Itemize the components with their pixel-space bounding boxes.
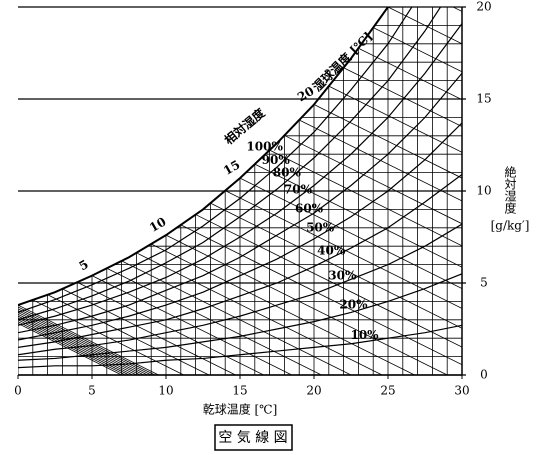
legend-label: 10% <box>350 328 379 342</box>
wet-bulb-line <box>239 177 462 375</box>
wet-bulb-line <box>195 214 462 375</box>
y-tick-label: 10 <box>476 184 491 198</box>
rh-curve <box>18 23 462 326</box>
wet-bulb-tick-label: 5 <box>77 257 91 273</box>
wet-bulb-line <box>136 252 383 375</box>
wet-bulb-line <box>91 275 292 375</box>
x-tick-label: 20 <box>306 384 321 398</box>
wet-bulb-line <box>18 304 159 375</box>
x-tick-label: 15 <box>232 384 247 398</box>
caption-box <box>214 424 293 451</box>
wet-bulb-line <box>32 299 184 375</box>
wet-bulb-line <box>18 260 130 375</box>
wet-bulb-line <box>18 282 144 375</box>
x-tick-label: 0 <box>14 384 22 398</box>
wet-bulb-line <box>402 7 462 375</box>
wet-bulb-line <box>165 234 448 375</box>
wet-bulb-line <box>254 163 462 375</box>
wet-bulb-line <box>343 67 462 375</box>
wet-bulb-line <box>18 293 152 375</box>
wet-bulb-line <box>18 277 141 375</box>
wet-bulb-line <box>269 149 462 375</box>
wet-bulb-line <box>180 224 462 375</box>
y-tick-label: 0 <box>480 368 488 382</box>
wet-bulb-line <box>77 281 264 375</box>
legend-label: 20% <box>339 298 368 312</box>
legend-label: 100% <box>246 139 283 153</box>
wet-bulb-line <box>106 267 322 375</box>
wet-bulb-line <box>18 266 133 375</box>
rh-curve <box>18 273 462 361</box>
rh-curve <box>18 223 462 356</box>
wet-bulb-line <box>328 85 462 375</box>
legend-label: 60% <box>295 201 324 215</box>
legend-label: 90% <box>262 153 291 167</box>
wet-bulb-line <box>521 0 546 375</box>
wet-bulb-tick-label: 15 <box>221 157 242 177</box>
rh-curve <box>18 72 462 334</box>
chart-title: 空 気 線 図 <box>218 430 287 446</box>
wet-bulb-line <box>299 119 462 375</box>
x-tick-label: 5 <box>88 384 96 398</box>
x-tick-label: 25 <box>380 384 395 398</box>
wet-bulb-line <box>536 0 546 375</box>
wet-bulb-line <box>47 294 210 375</box>
rh-curve <box>18 7 413 314</box>
legend-label: 70% <box>284 182 313 196</box>
legend-label: 30% <box>328 268 357 282</box>
wet-bulb-line <box>18 271 137 375</box>
wet-bulb-tick-label: 10 <box>147 214 168 234</box>
y-axis-unit: [g/kg′] <box>491 219 530 233</box>
y-tick-label: 15 <box>476 92 491 106</box>
wet-bulb-line <box>358 47 462 375</box>
wet-bulb-line <box>62 288 236 375</box>
y-tick-label: 20 <box>476 0 491 14</box>
x-tick-label: 10 <box>158 384 173 398</box>
legend-label: 80% <box>273 166 302 180</box>
legend-label: 50% <box>306 220 335 234</box>
rh-curve <box>18 324 462 369</box>
wet-bulb-line <box>18 249 122 375</box>
wet-bulb-line <box>210 202 462 375</box>
rh-curve <box>18 7 390 307</box>
wet-bulb-line <box>373 27 462 375</box>
wet-bulb-line <box>121 260 352 375</box>
legend-label: 40% <box>317 243 346 257</box>
rh-curve <box>18 7 442 321</box>
wet-bulb-line <box>313 104 462 375</box>
plot-area <box>18 0 546 375</box>
y-tick-label: 5 <box>480 276 488 290</box>
wet-bulb-line <box>492 0 546 375</box>
x-tick-label: 30 <box>454 384 469 398</box>
y-axis-label: 絶対湿度 <box>503 165 517 214</box>
rh-curve <box>18 173 462 348</box>
wet-bulb-line <box>151 243 415 375</box>
x-axis-label: 乾球温度 [℃] <box>203 402 278 417</box>
wet-bulb-line <box>284 135 462 375</box>
